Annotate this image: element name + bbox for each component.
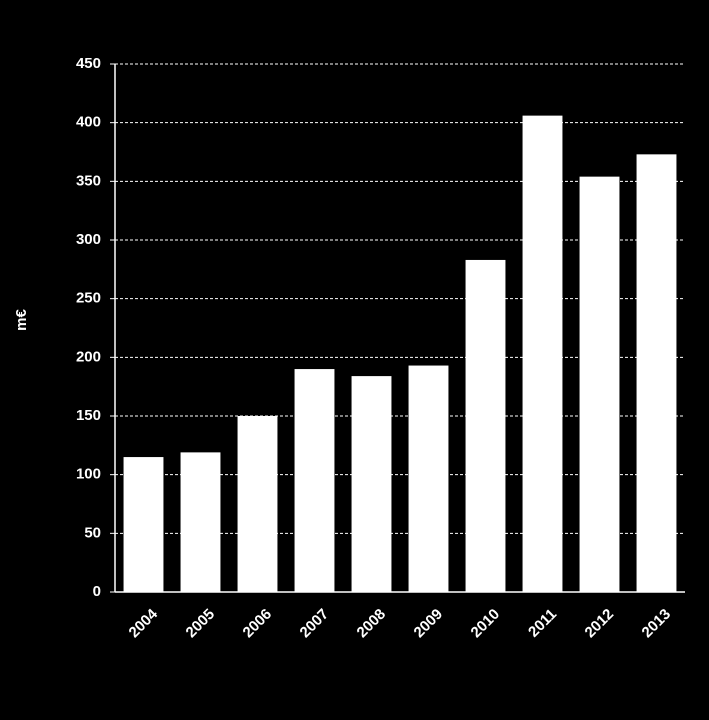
bar <box>351 376 392 592</box>
y-tick-label: 50 <box>84 524 101 541</box>
bar <box>636 154 677 592</box>
y-tick-label: 350 <box>76 172 101 189</box>
y-tick-label: 300 <box>76 231 101 248</box>
bar <box>237 416 278 592</box>
bar <box>579 176 620 592</box>
x-tick-label: 2010 <box>468 606 504 642</box>
bar <box>465 259 506 592</box>
x-tick-label: 2011 <box>525 606 560 641</box>
y-tick-label: 200 <box>76 348 101 365</box>
x-tick-label: 2012 <box>582 606 618 642</box>
bar <box>294 369 335 592</box>
x-tick-label: 2007 <box>297 606 333 642</box>
x-tick-label: 2004 <box>126 605 162 641</box>
y-axis-label: m€ <box>13 309 30 331</box>
y-tick-label: 0 <box>93 583 101 600</box>
y-tick-label: 400 <box>76 114 101 131</box>
bar <box>123 457 164 592</box>
y-tick-label: 150 <box>76 407 101 424</box>
bar <box>408 365 449 592</box>
x-tick-label: 2008 <box>354 606 390 642</box>
bar <box>522 115 563 593</box>
y-tick-label: 250 <box>76 290 101 307</box>
y-tick-label: 450 <box>76 55 101 72</box>
x-tick-label: 2006 <box>240 606 276 642</box>
bar <box>180 452 221 592</box>
x-tick-label: 2009 <box>411 606 447 642</box>
x-tick-label: 2013 <box>639 606 675 642</box>
y-tick-label: 100 <box>76 466 101 483</box>
x-tick-label: 2005 <box>183 606 219 642</box>
